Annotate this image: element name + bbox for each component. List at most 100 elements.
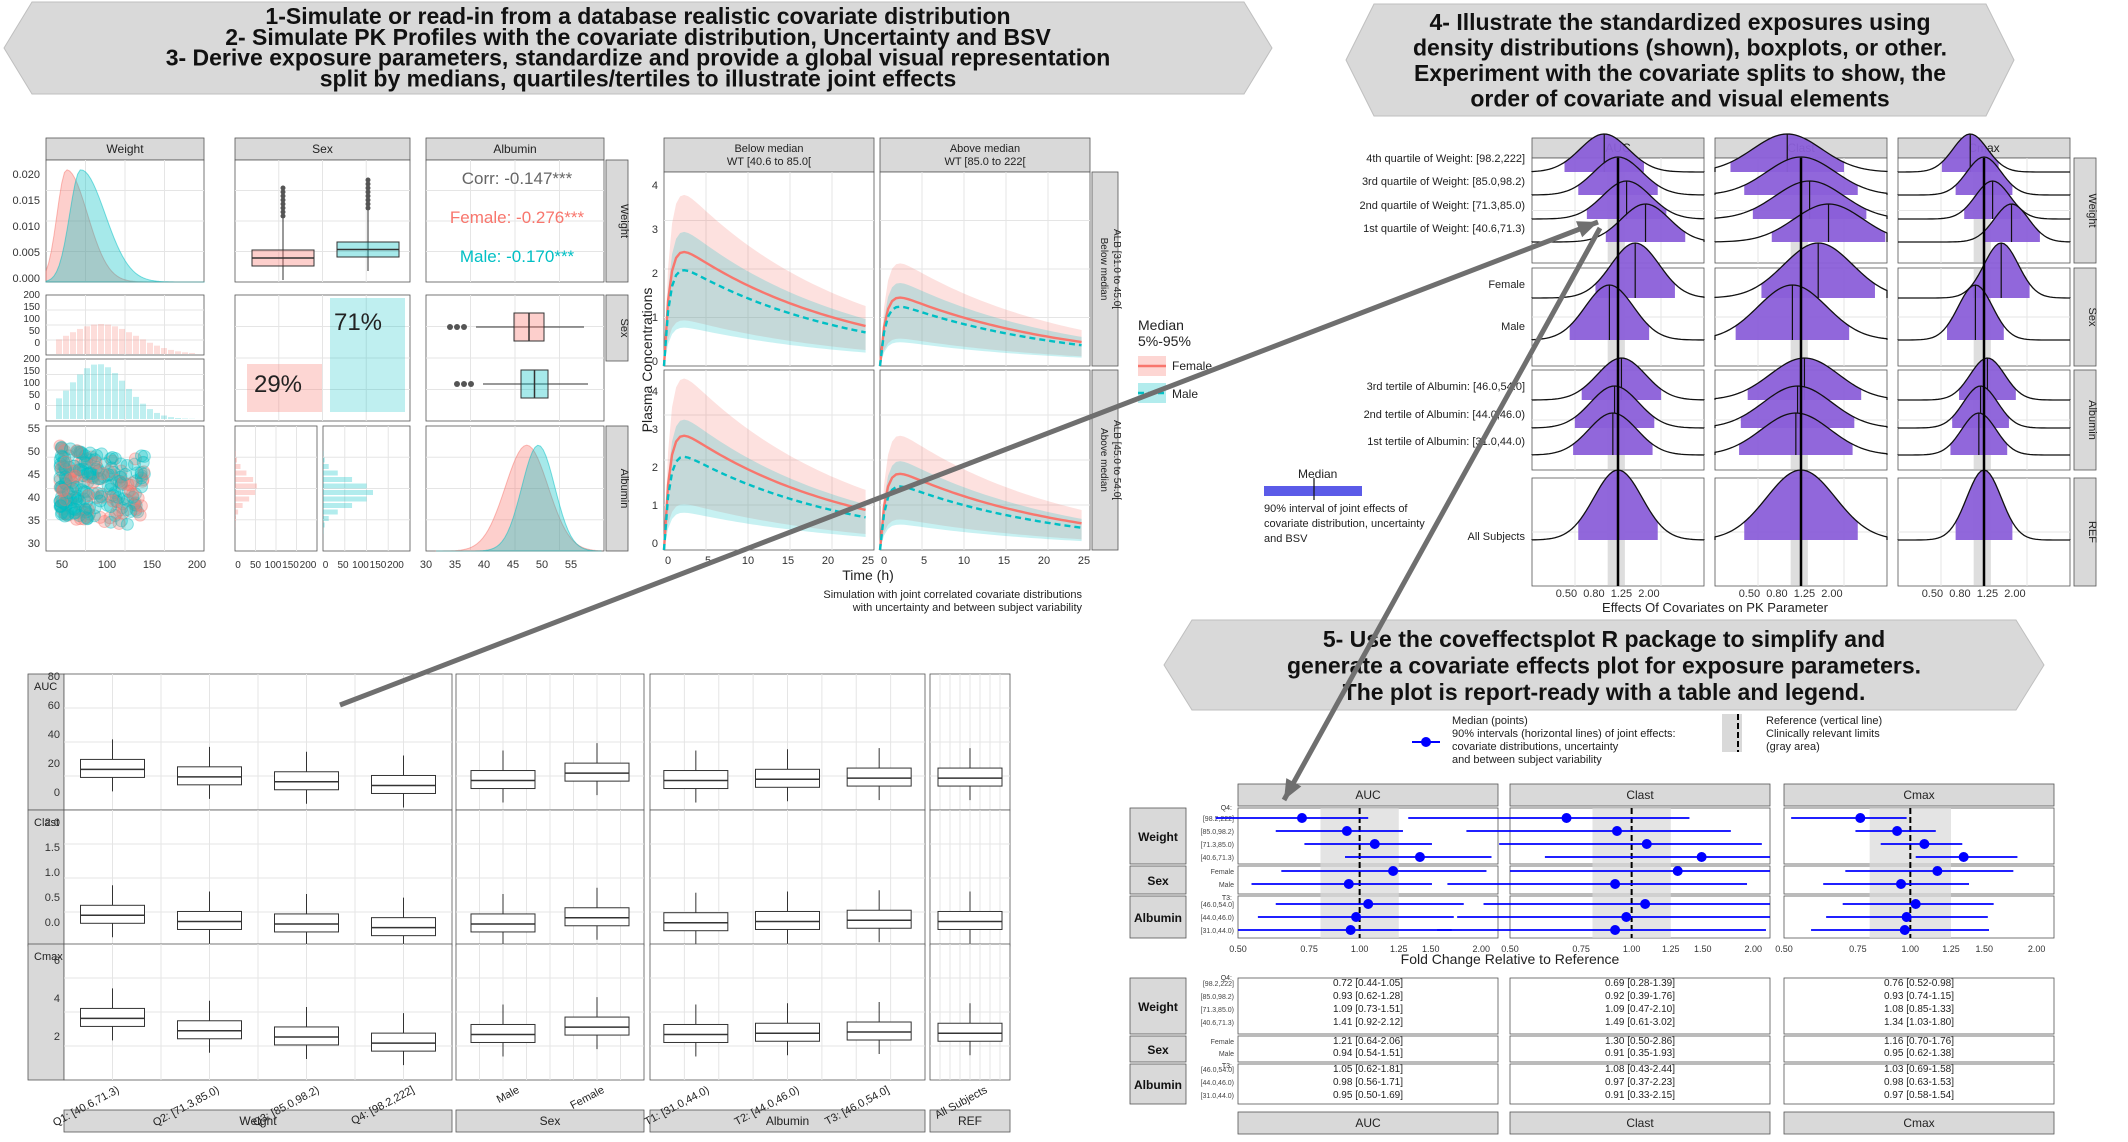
scatter-point [75, 469, 89, 483]
table-cell-cmax: 1.16 [0.70-1.76] [1884, 1036, 1954, 1047]
scatter-point [118, 467, 132, 481]
boxplot-box [755, 910, 820, 930]
table-col-strip-2: Clast [1626, 1116, 1654, 1130]
density-xtick: 1.25 [1611, 588, 1632, 600]
density-xtick: 0.80 [1766, 588, 1787, 600]
scatter-point [130, 466, 144, 480]
pairs-ytick: 0.020 [12, 169, 40, 181]
scatter-point [87, 509, 101, 523]
alb-hist-bar-male [323, 457, 325, 463]
forest-xtick: 1.50 [1975, 944, 1993, 954]
alb-hist-bar-female [235, 457, 238, 463]
forest-xtick: 0.50 [1229, 944, 1247, 954]
pk-xtick: 20 [822, 555, 834, 567]
boxplot-box [371, 917, 436, 937]
scatter-point [68, 469, 82, 483]
scatter-point [90, 464, 104, 478]
box-auc-ytick: 0 [54, 787, 60, 799]
pk-median-male [662, 455, 866, 551]
alb-hist-bar-male [323, 496, 367, 502]
pk-row-strip-1: ALB [31.0 to 45.0[ [1111, 229, 1122, 309]
table-cell-auc: 0.95 [0.50-1.69] [1333, 1090, 1403, 1101]
forest-col-strip-2-bg [1509, 783, 1771, 807]
forest-level-label: [98.2,222] [1203, 816, 1234, 823]
alb-hist-bar-male [323, 490, 373, 495]
scatter-point [124, 478, 138, 492]
scatter-point [101, 468, 115, 482]
forest-point [1351, 912, 1362, 922]
scatter-point [108, 509, 122, 523]
pk-caption: Simulation with joint correlated covaria… [823, 589, 1082, 601]
forest-point [1855, 813, 1866, 823]
density-row-strip-4-bg [2073, 477, 2097, 587]
pk-band-male [880, 282, 1082, 366]
table-panel [1509, 977, 1771, 1035]
scatter-point [112, 491, 126, 505]
pairs-ytick: 40 [28, 492, 40, 504]
pairs-ytick: 150 [23, 366, 40, 377]
weight-hist-bar-female [112, 326, 118, 354]
scatter-point [76, 453, 90, 467]
weight-hist-bar-female [84, 326, 90, 354]
box-col-strip-4-bg [929, 1109, 1011, 1133]
forest-point [1612, 826, 1623, 836]
forest-xtick: 1.00 [1623, 944, 1641, 954]
scatter-point [55, 440, 69, 454]
pairs-ytick: 50 [29, 390, 41, 401]
density-xtick: 0.50 [1556, 588, 1577, 600]
scatter-point [83, 466, 97, 480]
scatter-point [105, 454, 119, 468]
scatter-point [83, 446, 97, 460]
weight-hist-bar-female [147, 342, 153, 354]
boxplot-box [177, 1020, 242, 1040]
scatter-point [103, 511, 117, 525]
pk-col-strip-1: WT [40.6 to 85.0[ [727, 156, 811, 168]
corr-male: Male: -0.170*** [460, 247, 575, 266]
boxplot-box [80, 1007, 145, 1027]
pk-row-strip-2: ALB [45.0 to 54.0[ [1111, 420, 1122, 500]
table-panel [1237, 1063, 1499, 1105]
boxplot-box [755, 1022, 820, 1042]
scatter-point [69, 480, 83, 494]
forest-legend-ref: Reference (vertical line) [1766, 715, 1882, 727]
scatter-point [81, 489, 95, 503]
forest-point [1296, 813, 1307, 823]
scatter-point [56, 459, 70, 473]
scatter-point [53, 471, 67, 485]
sex-weight-box-male-outlier [365, 205, 371, 211]
pk-ytick: 2 [652, 462, 658, 474]
table-cell-cmax: 1.03 [0.69-1.58] [1884, 1064, 1954, 1075]
scatter-point [73, 512, 87, 526]
weight-hist-bar-male [175, 418, 181, 419]
density-xtick: 1.25 [1794, 588, 1815, 600]
scatter-point [79, 485, 93, 499]
forest-col-strip-1: AUC [1355, 788, 1381, 802]
pairs-xtick: 30 [420, 559, 432, 571]
scatter-point [59, 455, 73, 469]
scatter-point [136, 474, 150, 488]
sex-weight-box-male-outlier [365, 181, 371, 187]
pk-col-strip-2: WT [85.0 to 222[ [944, 156, 1025, 168]
arrow-density-to-forest [1281, 226, 1603, 802]
scatter-point [114, 478, 128, 492]
forest-level-label: [31.0,44.0) [1201, 928, 1234, 935]
density-legend-text: covariate distribution, uncertainty [1264, 518, 1425, 530]
forest-legend-median: Median (points) [1452, 715, 1528, 727]
box-clast-ytick: 1.5 [45, 842, 60, 854]
scatter-point [90, 449, 104, 463]
table-level-label: Female [1211, 1039, 1234, 1046]
table-level-label: [98.2,222] [1203, 981, 1234, 988]
pairs-xtick: 35 [449, 559, 461, 571]
forest-point [1641, 839, 1652, 849]
pk-xtick: 0 [881, 555, 887, 567]
scatter-point [120, 458, 134, 472]
scatter-point [95, 487, 109, 501]
scatter-point [57, 496, 71, 510]
scatter-point [134, 468, 148, 482]
table-cell-clast: 1.08 [0.43-2.44] [1605, 1064, 1675, 1075]
box-auc-ytick: 20 [48, 758, 60, 770]
scatter-point [58, 470, 72, 484]
pairs-col-strip-3: Albumin [493, 142, 536, 156]
scatter-point [116, 506, 130, 520]
pairs-ytick: 50 [28, 446, 40, 458]
